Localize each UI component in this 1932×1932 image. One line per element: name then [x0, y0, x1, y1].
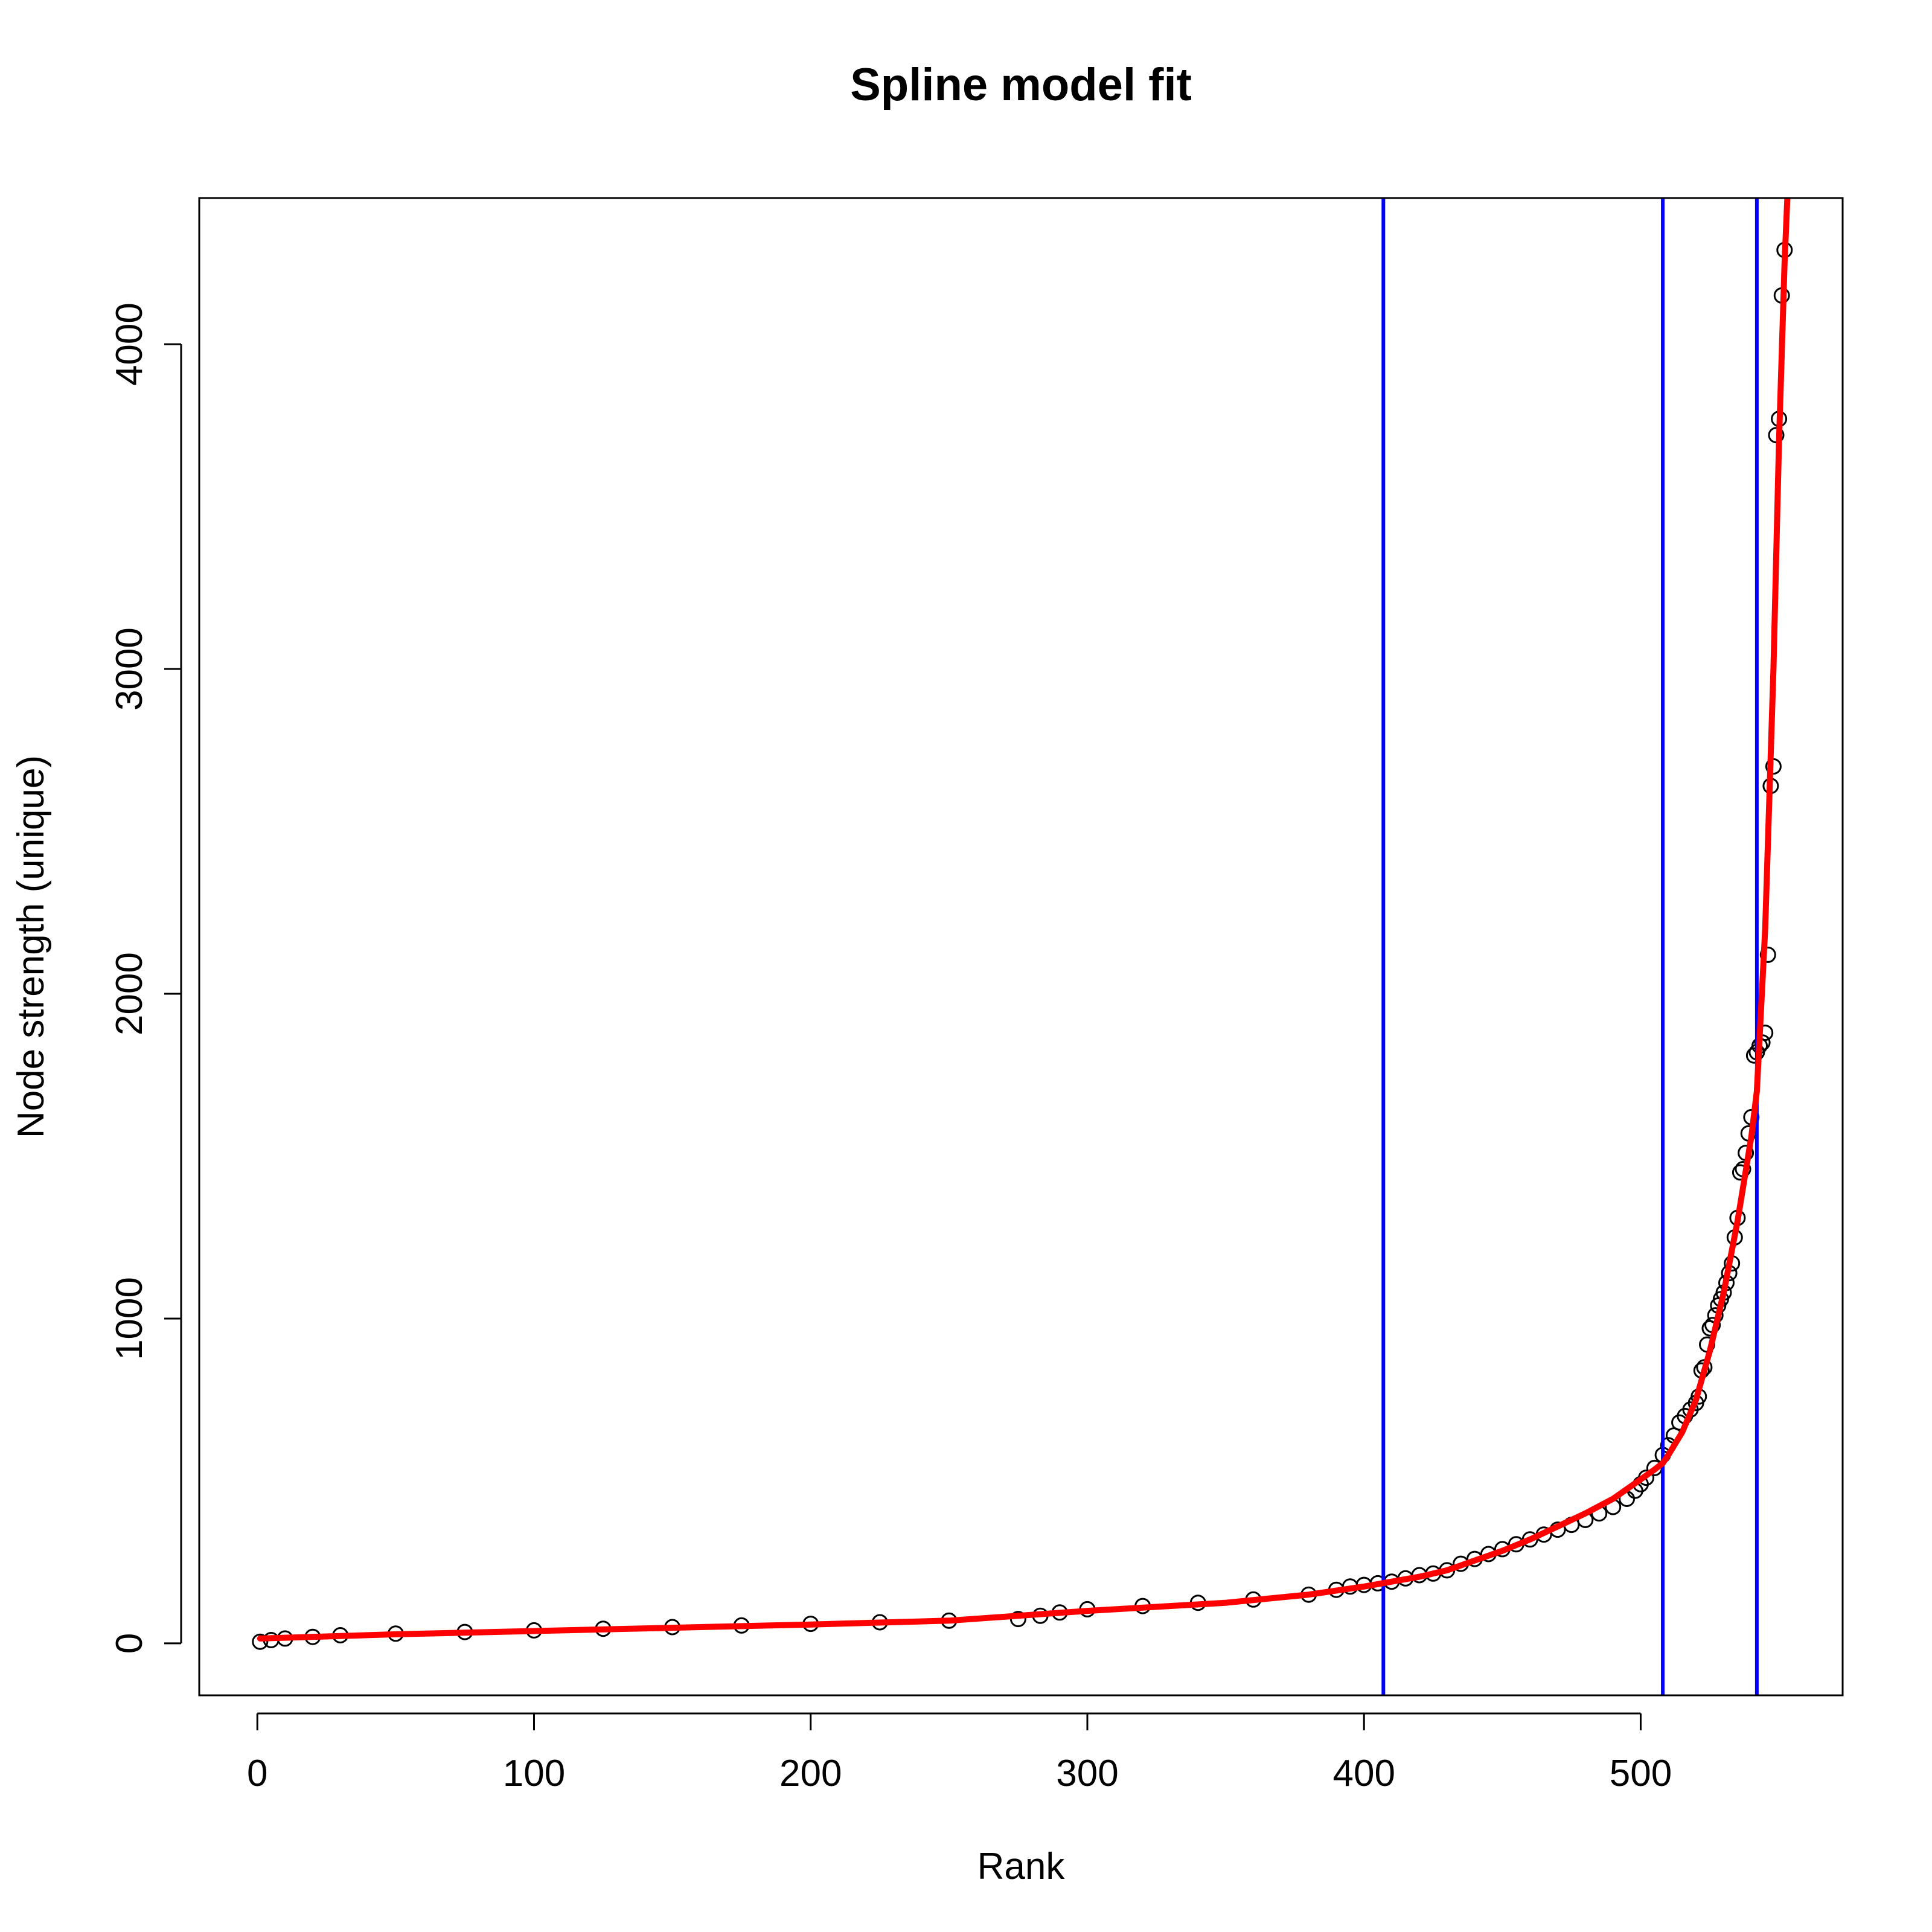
x-tick-label: 0: [247, 1753, 267, 1794]
x-tick-label: 400: [1333, 1753, 1395, 1794]
y-tick-label: 2000: [109, 952, 150, 1035]
x-tick-label: 500: [1610, 1753, 1672, 1794]
y-tick-label: 3000: [109, 627, 150, 711]
x-tick-label: 200: [779, 1753, 842, 1794]
vertical-lines: [1381, 198, 1759, 1695]
y-tick-label: 0: [109, 1633, 150, 1654]
y-tick-label: 4000: [109, 302, 150, 386]
plot-area: [252, 198, 1793, 1695]
y-axis: 0 1000 2000 3000 4000: [109, 302, 182, 1654]
x-tick-label: 300: [1056, 1753, 1118, 1794]
x-axis-label: Rank: [977, 1846, 1066, 1887]
fit-curve-layer: [257, 198, 1791, 1642]
chart-title: Spline model fit: [850, 59, 1192, 110]
fit-curve: [257, 198, 1791, 1642]
x-axis: 0 100 200 300 400 500: [247, 1712, 1672, 1794]
x-tick-label: 100: [503, 1753, 565, 1794]
data-points: [252, 242, 1793, 1650]
y-axis-label: Node strength (unique): [10, 755, 52, 1138]
data-point: [1759, 946, 1776, 963]
y-tick-label: 1000: [109, 1277, 150, 1360]
data-point: [252, 1633, 269, 1650]
plot-frame: [198, 197, 1844, 1697]
